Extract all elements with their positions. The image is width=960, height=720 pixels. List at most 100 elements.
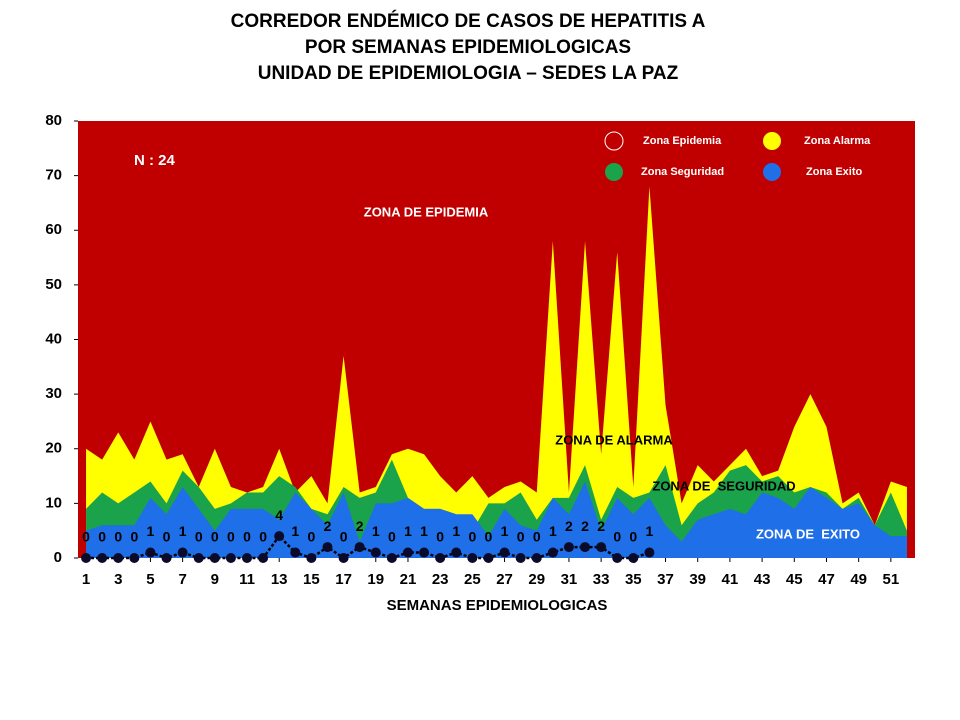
data-label: 1 [179,523,187,539]
case-point [451,547,462,558]
data-label: 1 [452,523,460,539]
case-point [306,553,317,563]
case-point [435,553,446,563]
legend-marker [604,131,624,151]
data-label: 2 [565,518,573,534]
x-tick-label: 35 [625,571,642,588]
case-point [161,553,172,563]
y-tick-label: 20 [45,440,62,457]
case-point [145,547,156,558]
data-label: 0 [114,529,122,545]
annotation: ZONA DE EXITO [756,526,860,541]
data-label: 1 [404,523,412,539]
data-label: 0 [468,529,476,545]
case-point [242,553,253,563]
data-label: 0 [517,529,525,545]
x-tick-label: 5 [146,571,154,588]
data-label: 0 [485,529,493,545]
data-label: 1 [291,523,299,539]
legend-marker [763,163,781,181]
data-label: 1 [420,523,428,539]
data-label: 0 [130,529,138,545]
y-tick-label: 30 [45,385,62,402]
data-label: 1 [372,523,380,539]
x-tick-label: 37 [657,571,674,588]
data-label: 0 [436,529,444,545]
case-point [258,553,269,563]
x-tick-label: 7 [178,571,186,588]
case-point [177,547,188,558]
data-label: 0 [98,529,106,545]
data-label: 0 [307,529,315,545]
case-point [338,553,349,563]
case-point [402,547,413,558]
case-point [515,553,526,563]
data-label: 1 [646,523,654,539]
legend-marker [763,132,781,150]
x-tick-label: 27 [496,571,513,588]
x-tick-label: 21 [400,571,417,588]
x-tick-label: 3 [114,571,122,588]
data-label: 1 [147,523,155,539]
data-label: 1 [501,523,509,539]
data-label: 0 [243,529,251,545]
legend-label: Zona Alarma [804,135,871,147]
data-label: 0 [227,529,235,545]
x-tick-label: 47 [818,571,835,588]
x-tick-label: 11 [239,571,255,588]
case-point [225,553,236,563]
area [86,481,907,558]
y-tick-label: 0 [54,549,62,566]
case-point [612,553,623,563]
case-point [580,542,591,553]
x-tick-label: 23 [432,571,449,588]
x-tick-label: 1 [82,571,90,588]
legend-marker [605,163,623,181]
x-tick-label: 33 [593,571,610,588]
chart-title: CORREDOR ENDÉMICO DE CASOS DE HEPATITIS … [231,10,706,32]
data-label: 2 [597,518,605,534]
y-tick-label: 70 [45,167,62,184]
data-label: 0 [163,529,171,545]
annotation: ZONA DE ALARMA [555,432,673,447]
data-label: 2 [324,518,332,534]
case-point [193,553,204,563]
case-point [97,553,108,563]
data-label: 2 [356,518,364,534]
case-point [499,547,510,558]
case-point [644,547,655,558]
case-point [322,542,333,553]
case-point [419,547,430,558]
data-label: 4 [275,507,283,523]
case-point [596,542,607,553]
case-point [547,547,558,558]
x-tick-label: 13 [271,571,288,588]
data-label: 0 [211,529,219,545]
x-axis-label: SEMANAS EPIDEMIOLOGICAS [387,597,608,614]
x-tick-label: 29 [528,571,545,588]
x-tick-label: 41 [722,571,739,588]
case-point [113,553,124,563]
legend-label: Zona Seguridad [641,166,724,178]
data-label: 0 [613,529,621,545]
case-point [81,553,92,563]
y-tick-label: 80 [45,112,62,129]
annotation: N : 24 [134,152,176,169]
data-label: 0 [340,529,348,545]
x-tick-label: 19 [367,571,384,588]
x-tick-label: 31 [561,571,578,588]
case-point [354,542,365,553]
chart-title: POR SEMANAS EPIDEMIOLOGICAS [305,37,631,58]
x-tick-label: 49 [850,571,867,588]
x-tick-label: 15 [303,571,320,588]
x-tick-label: 39 [689,571,706,588]
data-label: 0 [195,529,203,545]
x-tick-label: 43 [754,571,771,588]
legend-label: Zona Exito [806,166,863,178]
y-tick-label: 60 [45,221,62,238]
annotation: ZONA DE EPIDEMIA [364,204,489,219]
case-point [531,553,542,563]
case-point [483,553,494,563]
y-tick-label: 40 [45,330,62,347]
